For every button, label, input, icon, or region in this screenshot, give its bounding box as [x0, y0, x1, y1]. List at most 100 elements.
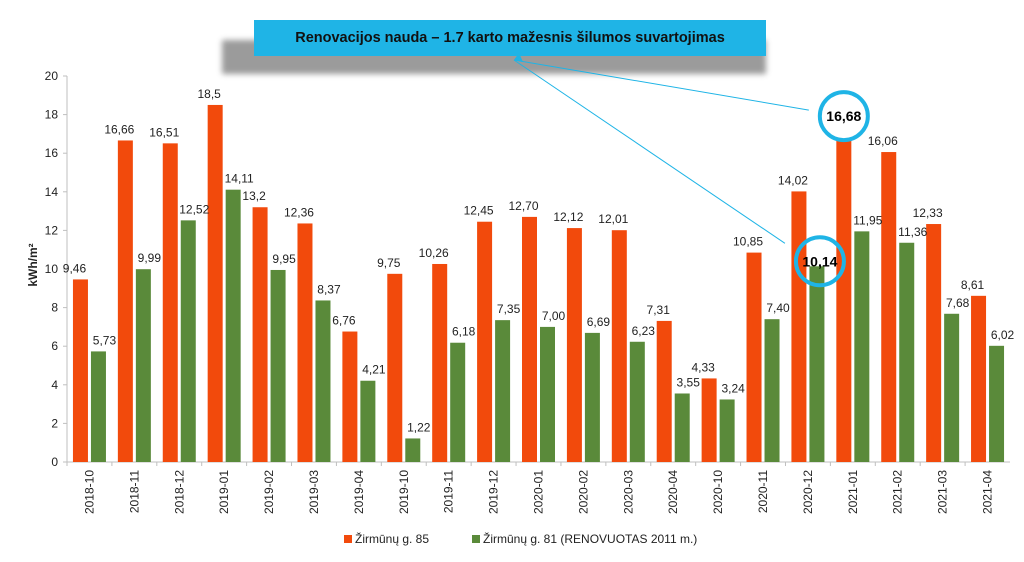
x-tick-label: 2019-10: [397, 470, 411, 514]
data-label: 12,70: [508, 199, 538, 213]
data-label: 10,85: [733, 235, 763, 249]
x-tick-label: 2020-02: [576, 470, 590, 514]
x-tick-label: 2019-04: [352, 470, 366, 514]
data-label: 6,02: [991, 328, 1015, 342]
data-label: 13,2: [242, 189, 266, 203]
bar-series-1-2019-12: [477, 221, 493, 462]
x-tick-label: 2020-12: [801, 470, 815, 514]
data-label: 4,21: [362, 363, 386, 377]
bar-series-1-2018-11: [117, 140, 133, 462]
legend-label-series-2: Žirmūnų g. 81 (RENOVUOTAS 2011 m.): [483, 531, 697, 546]
data-label: 5,73: [93, 333, 117, 347]
y-tick-label: 20: [45, 69, 59, 83]
bar-series-2-2018-11: [135, 269, 151, 462]
data-label: 6,69: [587, 315, 611, 329]
bar-series-2-2019-12: [495, 320, 511, 462]
data-label: 12,52: [179, 202, 209, 216]
bar-series-1-2018-12: [162, 143, 178, 462]
bar-series-1-2020-01: [522, 216, 537, 462]
y-tick-label: 8: [51, 301, 58, 315]
bar-series-2-2020-10: [719, 399, 735, 462]
bar-series-2-2019-10: [405, 438, 421, 462]
bar-series-2-2020-11: [764, 319, 780, 462]
y-tick-label: 18: [45, 108, 59, 122]
data-label: 12,33: [913, 206, 943, 220]
x-tick-label: 2018-10: [82, 470, 96, 514]
bar-series-2-2021-01: [854, 231, 870, 462]
x-tick-label: 2020-03: [621, 470, 635, 514]
x-tick-label: 2020-10: [711, 470, 725, 514]
bar-series-2-2020-04: [674, 393, 690, 462]
data-label: 7,31: [647, 303, 671, 317]
x-tick-label: 2019-12: [487, 470, 501, 514]
x-tick-label: 2019-03: [307, 470, 321, 514]
bar-series-1-2019-04: [342, 331, 358, 462]
data-label: 8,37: [317, 282, 341, 296]
bar-series-1-2021-03: [926, 224, 942, 462]
x-tick-label: 2021-01: [846, 470, 860, 514]
data-label: 4,33: [691, 360, 715, 374]
data-label: 7,35: [497, 302, 521, 316]
data-label: 14,02: [778, 173, 808, 187]
x-tick-label: 2020-01: [532, 470, 546, 514]
x-tick-label: 2020-11: [756, 470, 770, 513]
data-label: 11,36: [898, 225, 927, 239]
data-label: 11,95: [853, 213, 882, 227]
data-label: 7,00: [542, 309, 566, 323]
bar-series-2-2021-03: [944, 313, 960, 462]
bar-series-2-2019-11: [450, 342, 466, 462]
bar-series-1-2019-10: [387, 273, 403, 462]
data-label: 12,12: [553, 210, 583, 224]
bar-series-1-2020-02: [566, 228, 582, 462]
x-tick-label: 2019-01: [217, 470, 231, 514]
callout-value: 16,68: [826, 108, 861, 124]
bar-series-1-2020-04: [656, 320, 672, 462]
bar-series-1-2020-03: [611, 230, 627, 462]
data-label: 16,66: [104, 122, 134, 136]
bar-series-2-2021-02: [899, 242, 915, 462]
data-label: 12,45: [464, 204, 494, 218]
bars: [72, 104, 1005, 463]
data-label: 12,01: [598, 212, 628, 226]
data-label: 7,40: [766, 301, 790, 315]
y-tick-label: 4: [51, 378, 58, 392]
bar-series-1-2019-01: [207, 104, 223, 462]
data-label: 16,06: [868, 134, 898, 148]
bar-series-2-2019-01: [225, 189, 241, 462]
data-label: 3,55: [677, 375, 701, 389]
y-tick-label: 6: [51, 339, 58, 353]
callout-arrow-line: [513, 59, 786, 244]
legend-swatch-series-1: [344, 535, 352, 543]
bar-series-1-2020-10: [701, 378, 717, 462]
data-label: 12,36: [284, 205, 314, 219]
y-tick-label: 14: [45, 185, 59, 199]
data-label: 8,61: [961, 278, 985, 292]
data-label: 1,22: [407, 420, 431, 434]
x-tick-label: 2021-02: [891, 470, 905, 514]
x-tick-label: 2018-12: [172, 470, 186, 514]
y-tick-label: 10: [45, 262, 59, 276]
data-label: 9,95: [272, 252, 296, 266]
y-tick-label: 0: [51, 455, 58, 469]
data-label: 10,26: [419, 246, 449, 260]
bar-series-2-2021-04: [989, 345, 1005, 462]
x-tick-label: 2021-03: [936, 470, 950, 514]
y-axis-label: kWh/m²: [26, 243, 40, 286]
data-label: 18,5: [197, 87, 221, 101]
callout-circle: [817, 90, 870, 143]
data-label: 14,11: [225, 172, 254, 186]
data-label: 16,51: [149, 125, 179, 139]
bar-series-2-2020-01: [540, 326, 555, 462]
y-tick-labels: 0 2 4 6 8 10 12 14 16 18 20: [45, 69, 67, 469]
callout-circle: [793, 235, 846, 288]
data-label: 6,23: [632, 324, 656, 338]
bar-series-1-2019-02: [252, 207, 268, 462]
x-tick-label: 2021-04: [981, 470, 995, 514]
legend-label-series-1: Žirmūnų g. 85: [355, 531, 429, 546]
callouts: 16,68 10,14: [513, 53, 870, 288]
x-tick-label: 2019-02: [262, 470, 276, 514]
bar-series-1-2021-01: [836, 140, 852, 463]
y-tick-label: 16: [45, 146, 59, 160]
callout-value: 10,14: [802, 253, 837, 269]
